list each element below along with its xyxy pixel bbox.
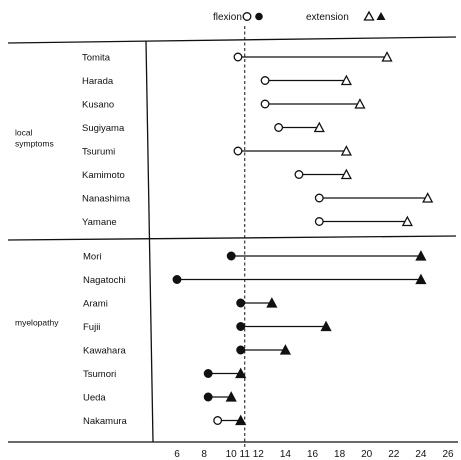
subject-name-kamimoto: Kamimoto — [82, 170, 125, 181]
subject-name-nakamura: Nakamura — [83, 416, 128, 427]
group-label-myelopathy: myelopathy — [15, 317, 59, 327]
subject-name-sugiyama: Sugiyama — [82, 123, 125, 134]
flexion-point-fujii — [236, 322, 246, 331]
legend: flexion extension — [213, 10, 386, 23]
flexion-point-arami — [236, 298, 246, 308]
x-tick-label-18: 18 — [334, 449, 346, 460]
flexion-point-kusano — [260, 99, 270, 109]
group-divider-line — [7, 235, 457, 241]
flexion-point-ueda — [203, 392, 213, 402]
x-tick-label-24: 24 — [415, 449, 427, 460]
x-tick-label-14: 14 — [280, 449, 292, 460]
extension-point-kawahara — [279, 344, 291, 355]
extension-point-sugiyama — [313, 121, 325, 133]
subject-name-mori: Mori — [83, 252, 101, 263]
legend-filled-circle-icon — [255, 12, 263, 21]
legend-open-circle-icon — [242, 12, 252, 21]
legend-label-extension: extension — [306, 12, 349, 23]
name-column-divider — [145, 40, 154, 443]
subject-name-tsurumi: Tsurumi — [82, 147, 115, 158]
extension-point-nanashima — [422, 192, 434, 203]
extension-point-yamane — [401, 215, 413, 227]
flexion-point-tomita — [233, 52, 243, 62]
subject-names: Tomita Harada Kusano Sugiyama Tsurumi Kamimot… — [82, 53, 131, 428]
subject-name-tsumori: Tsumori — [83, 369, 116, 380]
extension-point-tsumori — [235, 367, 247, 379]
extension-point-nagatochi — [415, 273, 427, 285]
flexion-point-kamimoto — [294, 170, 304, 179]
extension-point-kamimoto — [340, 168, 352, 180]
flexion-point-mori — [226, 251, 236, 261]
subject-name-kawahara: Kawahara — [83, 346, 126, 357]
subject-name-harada: Harada — [82, 76, 114, 87]
extension-point-kusano — [354, 98, 366, 109]
subject-name-tomita: Tomita — [82, 53, 111, 64]
x-tick-label-8: 8 — [201, 449, 207, 460]
subject-name-nanashima: Nanashima — [82, 194, 131, 205]
flexion-point-harada — [260, 76, 270, 85]
legend-filled-triangle-icon — [376, 12, 386, 20]
subject-name-ueda: Ueda — [83, 393, 106, 404]
subject-name-fujii: Fujii — [83, 322, 100, 333]
range-bars — [172, 51, 434, 426]
subject-name-arami: Arami — [83, 299, 108, 310]
subject-name-nagatochi: Nagatochi — [83, 275, 126, 286]
group-label-local-symptoms: local symptoms — [15, 128, 54, 149]
x-axis-ticks: 6 8 10 11 12 14 16 18 20 22 24 26 — [174, 449, 454, 460]
legend-label-flexion: flexion — [213, 12, 242, 23]
extension-point-tsurumi — [340, 145, 352, 156]
subject-name-kusano: Kusano — [82, 100, 114, 111]
extension-point-fujii — [320, 320, 332, 332]
x-tick-label-6: 6 — [174, 449, 180, 460]
x-tick-label-16: 16 — [307, 449, 319, 460]
flexion-point-nakamura — [213, 416, 223, 425]
x-tick-label-12: 12 — [253, 449, 265, 460]
legend-open-triangle-icon — [363, 10, 375, 21]
flexion-point-nagatochi — [172, 275, 182, 284]
flexion-point-yamane — [314, 217, 324, 226]
extension-point-arami — [266, 297, 278, 308]
extension-point-harada — [340, 74, 352, 86]
subject-name-yamane: Yamane — [82, 217, 117, 228]
x-tick-label-26: 26 — [442, 449, 454, 460]
flexion-point-nanashima — [314, 193, 324, 203]
x-tick-label-22: 22 — [388, 449, 400, 460]
extension-point-tomita — [381, 51, 393, 62]
flexion-point-kawahara — [236, 345, 246, 355]
extension-point-ueda — [225, 391, 237, 402]
x-tick-label-11: 11 — [240, 449, 251, 460]
extension-point-mori — [415, 250, 427, 261]
x-tick-label-10: 10 — [226, 449, 238, 460]
flexion-point-sugiyama — [274, 123, 284, 132]
extension-point-nakamura — [235, 414, 247, 426]
group-labels: local symptoms myelopathy — [15, 128, 59, 328]
top-border-line — [7, 36, 457, 44]
flexion-point-tsumori — [203, 369, 213, 378]
flexion-point-tsurumi — [233, 146, 243, 156]
x-tick-label-20: 20 — [361, 449, 373, 460]
